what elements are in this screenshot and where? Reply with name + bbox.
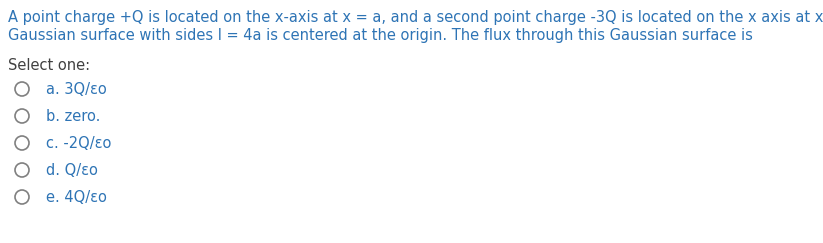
Text: e. 4Q/εo: e. 4Q/εo: [46, 190, 107, 205]
Text: Select one:: Select one:: [8, 58, 91, 73]
Text: Gaussian surface with sides l = 4a is centered at the origin. The flux through t: Gaussian surface with sides l = 4a is ce…: [8, 28, 753, 43]
Text: d. Q/εo: d. Q/εo: [46, 163, 98, 178]
Text: c. -2Q/εo: c. -2Q/εo: [46, 136, 111, 151]
Text: b. zero.: b. zero.: [46, 109, 100, 124]
Text: A point charge +Q is located on the x-axis at x = a, and a second point charge -: A point charge +Q is located on the x-ax…: [8, 10, 823, 25]
Text: a. 3Q/εo: a. 3Q/εo: [46, 82, 107, 97]
